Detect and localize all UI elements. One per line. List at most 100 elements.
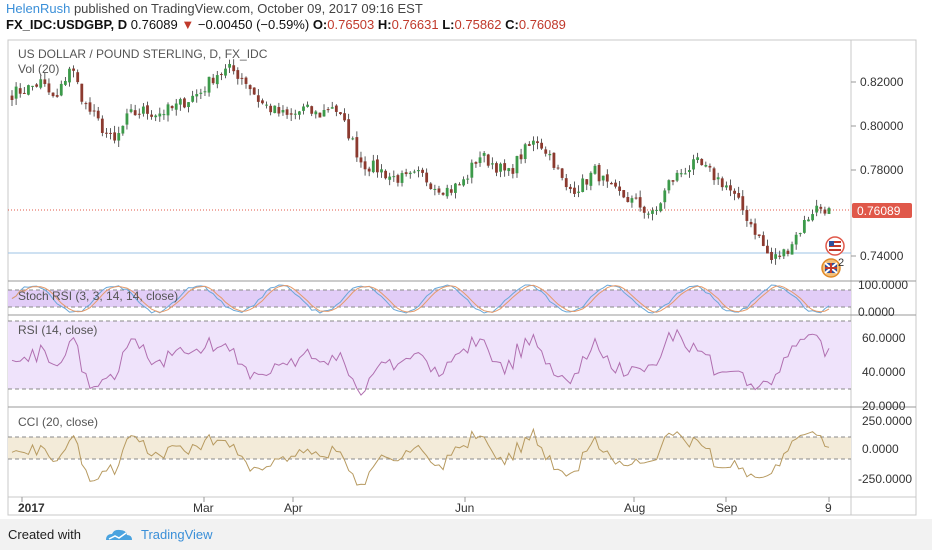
main-pane-title: US DOLLAR / POUND STERLING, D, FX_IDC <box>18 47 268 61</box>
candle-body <box>515 156 519 174</box>
candle-body <box>593 165 597 174</box>
stoch-k-line <box>11 284 830 314</box>
open-label: O: <box>312 17 328 32</box>
candle-body <box>503 163 507 171</box>
candle-body <box>745 210 749 221</box>
cci-pane[interactable]: CCI (20, close) 250.0000 0.0000 -250.000… <box>8 414 912 486</box>
candle-body <box>232 65 236 72</box>
candle-body <box>76 72 80 83</box>
us-flag-event-icon[interactable] <box>825 236 845 256</box>
candle-body <box>39 79 43 88</box>
candle-body <box>133 110 137 116</box>
candle-body <box>724 185 728 188</box>
current-price-badge-bg <box>852 203 912 218</box>
candle-body <box>811 214 814 221</box>
candle-body <box>540 142 544 149</box>
candle-body <box>236 70 240 79</box>
candle-body <box>523 144 527 160</box>
candle-body <box>330 107 334 109</box>
stoch-d-line <box>11 284 830 313</box>
candle-body <box>68 68 71 83</box>
candle-body <box>659 203 663 212</box>
candle-body <box>339 112 342 115</box>
candle-body <box>560 168 564 178</box>
candle-body <box>478 157 482 164</box>
candle-body <box>371 160 375 173</box>
close-label: C: <box>505 17 519 32</box>
time-label-aug: Aug <box>624 501 645 515</box>
candle-body <box>166 104 170 116</box>
price-tick-078: 0.78000 <box>860 163 904 177</box>
candle-body <box>310 106 314 114</box>
candle-body <box>482 152 486 156</box>
candle-body <box>564 178 568 188</box>
chart-canvas[interactable]: US DOLLAR / POUND STERLING, D, FX_IDC Vo… <box>0 0 932 519</box>
candle-body <box>178 99 182 105</box>
candle-body <box>117 133 121 141</box>
published-text: published on TradingView.com, October 09… <box>73 1 423 16</box>
candle-body <box>757 234 761 237</box>
time-axis[interactable]: 2017 Mar Apr Jun Aug Sep 9 <box>18 497 832 515</box>
tradingview-cloud-icon[interactable] <box>104 528 134 542</box>
candle-body <box>441 192 445 195</box>
candle-body <box>92 110 96 112</box>
stoch-rsi-pane[interactable]: Stoch RSI (3, 3, 14, 14, close) 100.0000… <box>8 278 908 319</box>
candle-body <box>244 77 248 84</box>
candle-body <box>692 159 695 170</box>
candle-body <box>536 141 539 144</box>
candle-body <box>27 85 30 95</box>
cci-tick-minus250: -250.0000 <box>858 472 912 486</box>
tradingview-link[interactable]: TradingView <box>141 527 213 542</box>
candle-body <box>642 206 646 213</box>
candle-body <box>490 163 494 165</box>
candle-body <box>343 113 346 121</box>
candle-body <box>80 83 84 102</box>
candle-body <box>519 154 523 160</box>
high-label: H: <box>377 17 392 32</box>
candle-body <box>827 208 831 214</box>
candle-body <box>137 113 141 115</box>
candle-body <box>334 105 338 112</box>
candle-body <box>651 210 654 214</box>
uk-flag-event-icon[interactable] <box>821 258 841 278</box>
candle-body <box>277 107 281 114</box>
publish-info: HelenRush published on TradingView.com, … <box>6 1 423 16</box>
author-link[interactable]: HelenRush <box>6 1 71 16</box>
candle-body <box>388 176 392 180</box>
candle-body <box>618 186 622 191</box>
candle-body <box>663 190 667 203</box>
candle-body <box>749 221 753 225</box>
last-price: 0.76089 <box>130 17 178 32</box>
event-count-badge: 2 <box>838 257 844 269</box>
price-tick-074: 0.74000 <box>860 249 904 263</box>
candle-body <box>807 219 810 222</box>
candle-body <box>367 168 371 172</box>
main-pane[interactable]: US DOLLAR / POUND STERLING, D, FX_IDC Vo… <box>8 47 912 278</box>
rsi-line <box>11 328 830 396</box>
candle-body <box>605 174 609 182</box>
candle-body <box>72 68 75 71</box>
rsi-pane[interactable]: RSI (14, close) 60.0000 40.0000 20.0000 <box>8 320 906 413</box>
price-tick-082: 0.82000 <box>860 75 904 89</box>
candle-body <box>712 168 716 181</box>
price-axis[interactable]: 0.82000 0.80000 0.78000 0.74000 <box>851 75 904 263</box>
candle-body <box>380 169 383 173</box>
candle-body <box>170 106 174 109</box>
candle-body <box>113 132 117 141</box>
stoch-pane-title: Stoch RSI (3, 3, 14, 14, close) <box>18 289 178 303</box>
candle-body <box>597 164 601 182</box>
candle-body <box>256 95 260 102</box>
candle-body <box>675 172 679 181</box>
candle-body <box>150 114 153 117</box>
candle-body <box>326 109 330 111</box>
candle-body <box>273 105 277 114</box>
cci-tick-0: 0.0000 <box>862 442 899 456</box>
candle-body <box>18 88 22 94</box>
candle-body <box>14 86 18 99</box>
candle-body <box>802 220 806 233</box>
candle-body <box>486 154 490 166</box>
low-value: 0.75862 <box>454 17 502 32</box>
candle-body <box>22 92 26 94</box>
candle-body <box>700 158 704 166</box>
candle-body <box>716 177 720 180</box>
